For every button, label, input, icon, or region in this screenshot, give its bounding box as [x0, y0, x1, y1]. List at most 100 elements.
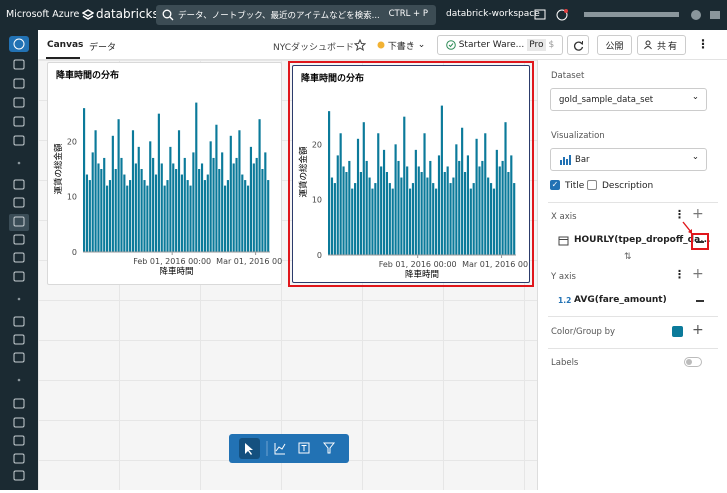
dataset-select[interactable]: gold_sample_data_set⌄ — [550, 88, 707, 111]
bar — [198, 169, 200, 252]
bar — [342, 166, 344, 255]
bar — [187, 180, 189, 252]
y-axis-label: Y axis — [551, 272, 576, 282]
visualization: Bar — [575, 155, 590, 165]
bar — [192, 152, 194, 252]
bar — [258, 119, 260, 252]
dashboard-header: Canvas データ NYCダッシュボード 下書き⌄ Starter Ware.… — [38, 30, 727, 60]
search-box[interactable]: データ、ノートブック、最近のアイテムなどを検索... CTRL + P — [156, 5, 436, 25]
y-field[interactable]: AVG(fare_amount) — [574, 295, 667, 305]
title-checkbox[interactable]: ✓ — [550, 180, 560, 190]
workspace[interactable]: databrick-workspace — [446, 9, 540, 19]
color-swatch[interactable] — [672, 326, 683, 337]
nav-icon — [14, 418, 24, 427]
bar-icon — [559, 155, 571, 165]
y-axis-label: 運賃の総金額 — [53, 143, 64, 195]
bar — [496, 150, 498, 255]
chevron: ⌄ — [692, 152, 699, 162]
nav-icon — [14, 180, 24, 189]
bar — [152, 158, 154, 252]
bar — [458, 161, 460, 255]
bar — [149, 141, 151, 252]
divider — [548, 348, 718, 349]
bar — [455, 144, 457, 255]
publish-button[interactable]: 公開 — [597, 35, 632, 55]
bar — [106, 186, 108, 252]
bar — [493, 189, 495, 255]
visualization-select[interactable]: Bar ⌄ — [550, 148, 707, 171]
bar — [158, 114, 160, 252]
y-axis-add[interactable]: + — [692, 266, 704, 282]
bar — [109, 180, 111, 252]
nav-icon — [14, 399, 24, 408]
x-tick-label: Mar 01, 2016 00:00 — [462, 260, 529, 269]
remove-icon[interactable] — [696, 241, 704, 243]
bar — [146, 186, 148, 252]
x-axis-label: 降車時間 — [405, 269, 439, 280]
y-axis-menu[interactable]: ⋮ — [674, 268, 685, 281]
chevron: ⌄ — [692, 92, 699, 102]
bar — [161, 163, 163, 252]
bar — [250, 147, 252, 252]
bar — [132, 130, 134, 252]
bar — [126, 186, 128, 252]
tab-canvas[interactable]: Canvas — [47, 40, 83, 50]
y-tick-label: 10 — [312, 196, 322, 205]
x-field[interactable]: HOURLY(tpep_dropoff_da... — [574, 235, 710, 245]
bar — [97, 163, 99, 252]
check-icon — [446, 40, 456, 50]
bar-chart: 降車時間の分布01020Feb 01, 2016 00:00Mar 01, 20… — [293, 66, 529, 282]
bar — [386, 172, 388, 255]
chart-title: 降車時間の分布 — [56, 69, 119, 81]
search-placeholder: データ、ノートブック、最近のアイテムなどを検索... — [178, 9, 380, 21]
status-button[interactable]: 下書き⌄ — [370, 35, 432, 55]
bar — [345, 172, 347, 255]
bar — [348, 161, 350, 255]
bar — [504, 122, 506, 255]
bar — [115, 169, 117, 252]
warehouse-button[interactable]: Starter Ware... Pro $ — [437, 35, 563, 55]
bar — [253, 163, 255, 252]
bar — [95, 130, 97, 252]
bar — [499, 166, 501, 255]
nav-icon — [14, 335, 24, 344]
shortcut: CTRL + P — [389, 9, 428, 19]
bar — [441, 106, 443, 255]
bar — [267, 180, 269, 252]
color-add[interactable]: + — [692, 322, 704, 338]
new-button — [9, 36, 29, 52]
bar — [423, 133, 425, 255]
labels-toggle[interactable] — [684, 357, 702, 367]
nav-separator — [18, 379, 21, 382]
x-axis-label: X axis — [551, 212, 577, 222]
bar — [449, 183, 451, 255]
y-tick-label: 20 — [312, 140, 322, 149]
widget-card[interactable]: 降車時間の分布01020Feb 01, 2016 00:00Mar 01, 20… — [47, 62, 282, 285]
sidebar-icons — [0, 30, 38, 490]
bar — [507, 172, 509, 255]
tab-data[interactable]: データ — [89, 40, 116, 53]
refresh-button[interactable] — [567, 35, 589, 55]
y-tick-label: 10 — [67, 193, 77, 202]
share-button[interactable]: 共有 — [637, 35, 686, 55]
bar — [244, 180, 246, 252]
bar — [172, 163, 174, 252]
description-checkbox[interactable] — [587, 180, 597, 190]
y-field-type: 1.2 — [558, 296, 571, 305]
bar — [89, 180, 91, 252]
bar — [337, 155, 339, 255]
bar — [201, 163, 203, 252]
star-icon[interactable] — [354, 39, 366, 51]
bar — [331, 178, 333, 255]
bar — [235, 158, 237, 252]
swap-icon[interactable]: ⇅ — [624, 252, 632, 262]
bar — [210, 141, 212, 252]
nav-separator — [18, 298, 21, 301]
canvas: 降車時間の分布01020Feb 01, 2016 00:00Mar 01, 20… — [38, 60, 537, 490]
remove-icon[interactable] — [696, 300, 704, 302]
more-icon[interactable]: ⋮ — [697, 37, 709, 51]
bar — [218, 169, 220, 252]
bar — [86, 175, 88, 252]
widget-card-selected[interactable]: 降車時間の分布01020Feb 01, 2016 00:00Mar 01, 20… — [292, 65, 530, 283]
